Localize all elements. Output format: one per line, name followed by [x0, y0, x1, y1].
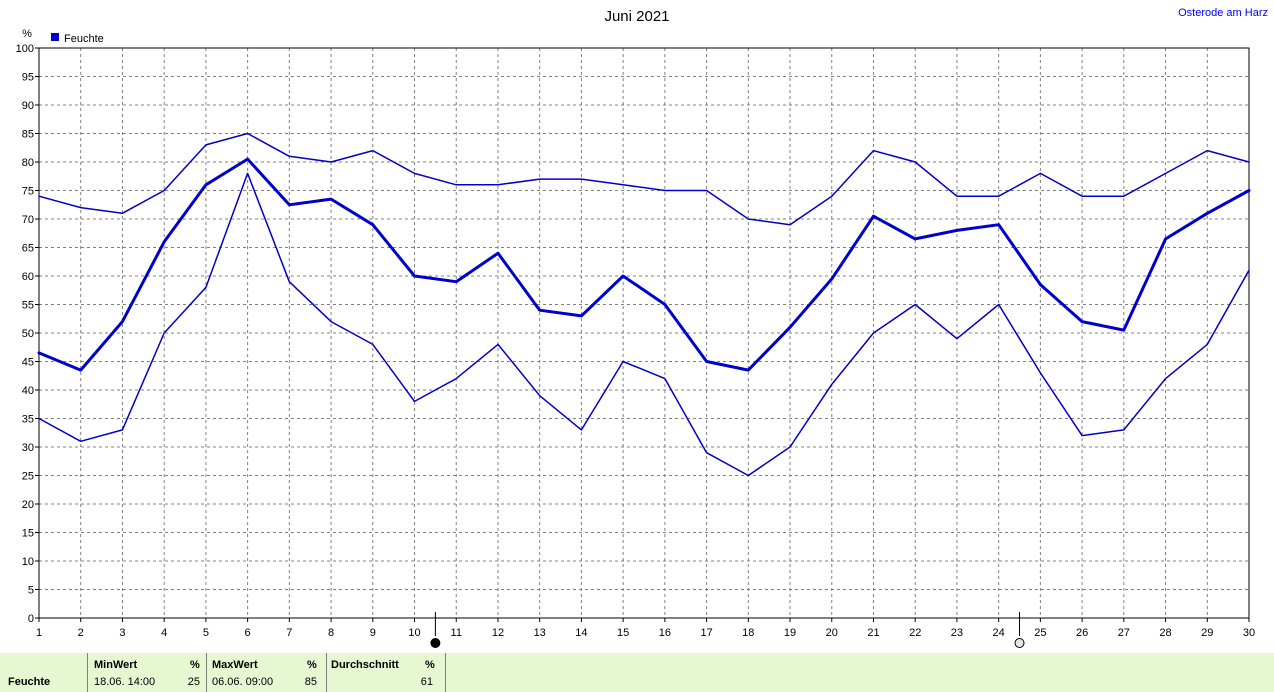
x-tick-label: 15 [617, 627, 629, 639]
stats-avg-unit: % [425, 659, 435, 671]
stats-max-value: 85 [304, 676, 317, 688]
axes: 0510152025303540455055606570758085909510… [16, 43, 1255, 639]
x-tick-label: 30 [1243, 627, 1255, 639]
stats-divider [326, 653, 327, 692]
x-tick-label: 28 [1159, 627, 1171, 639]
stats-divider [87, 653, 88, 692]
y-tick-label: 35 [22, 414, 34, 426]
humidity-chart: 0510152025303540455055606570758085909510… [16, 7, 1268, 648]
y-tick-label: 20 [22, 499, 34, 511]
y-tick-label: 0 [28, 613, 34, 625]
chart-title: Juni 2021 [604, 8, 669, 25]
y-tick-label: 100 [16, 43, 34, 55]
grid [39, 48, 1249, 618]
markers [430, 612, 1025, 648]
y-tick-label: 15 [22, 528, 34, 540]
x-tick-label: 8 [328, 627, 334, 639]
y-tick-label: 70 [22, 214, 34, 226]
x-tick-label: 21 [867, 627, 879, 639]
series-line-avg [37, 157, 1251, 372]
y-tick-label: 65 [22, 243, 34, 255]
x-tick-label: 18 [742, 627, 754, 639]
series-line-min [38, 172, 1250, 477]
x-tick-label: 1 [36, 627, 42, 639]
stats-max-unit: % [307, 659, 317, 671]
y-tick-label: 45 [22, 357, 34, 369]
stats-avg-value: 61 [420, 676, 433, 688]
y-tick-label: 25 [22, 471, 34, 483]
y-tick-label: 55 [22, 300, 34, 312]
series [37, 132, 1251, 477]
stats-divider [206, 653, 207, 692]
y-tick-label: 75 [22, 186, 34, 198]
x-tick-label: 29 [1201, 627, 1213, 639]
stats-divider [445, 653, 446, 692]
stats-row-label-cell: Feuchte [8, 653, 86, 692]
x-tick-label: 25 [1034, 627, 1046, 639]
hollow-marker [1014, 638, 1025, 648]
x-tick-label: 19 [784, 627, 796, 639]
legend-label: Feuchte [64, 33, 104, 45]
legend-swatch [51, 33, 59, 41]
x-tick-label: 9 [370, 627, 376, 639]
stats-min-value: 25 [187, 676, 200, 688]
y-tick-label: 60 [22, 271, 34, 283]
stats-avg-header: Durchschnitt [331, 659, 399, 671]
x-tick-label: 23 [951, 627, 963, 639]
x-tick-label: 22 [909, 627, 921, 639]
x-tick-label: 26 [1076, 627, 1088, 639]
x-tick-label: 12 [492, 627, 504, 639]
stats-min-cell: MinWert % 18.06. 14:00 25 [88, 653, 206, 692]
x-tick-label: 5 [203, 627, 209, 639]
x-tick-label: 20 [826, 627, 838, 639]
y-unit-label: % [22, 28, 32, 40]
y-tick-label: 90 [22, 100, 34, 112]
x-tick-label: 16 [659, 627, 671, 639]
stats-max-when: 06.06. 09:00 [212, 676, 274, 688]
stats-min-header: MinWert [94, 659, 138, 671]
x-tick-label: 24 [993, 627, 1005, 639]
series-line-max [38, 132, 1250, 226]
stats-max-header: MaxWert [212, 659, 258, 671]
x-tick-label: 10 [408, 627, 420, 639]
x-tick-label: 27 [1118, 627, 1130, 639]
y-tick-label: 95 [22, 72, 34, 84]
stats-min-unit: % [190, 659, 200, 671]
stats-max-cell: MaxWert % 06.06. 09:00 85 [207, 653, 325, 692]
y-tick-label: 40 [22, 385, 34, 397]
y-tick-label: 80 [22, 157, 34, 169]
x-tick-label: 4 [161, 627, 167, 639]
y-tick-label: 5 [28, 585, 34, 597]
stats-avg-cell: Durchschnitt % 61 [327, 653, 445, 692]
x-tick-label: 13 [534, 627, 546, 639]
stats-min-when: 18.06. 14:00 [94, 676, 156, 688]
y-tick-label: 50 [22, 328, 34, 340]
x-tick-label: 3 [119, 627, 125, 639]
location-label: Osterode am Harz [1178, 7, 1268, 19]
y-tick-label: 10 [22, 556, 34, 568]
x-tick-label: 11 [451, 627, 462, 639]
x-tick-label: 7 [286, 627, 292, 639]
x-tick-label: 2 [78, 627, 84, 639]
x-tick-label: 14 [575, 627, 587, 639]
y-tick-label: 85 [22, 129, 34, 141]
stats-bar: Feuchte MinWert % 18.06. 14:00 25 MaxWer… [0, 653, 1274, 692]
x-tick-label: 17 [700, 627, 712, 639]
stats-row-label: Feuchte [8, 676, 51, 688]
filled-marker [430, 638, 441, 648]
x-tick-label: 6 [245, 627, 251, 639]
y-tick-label: 30 [22, 442, 34, 454]
